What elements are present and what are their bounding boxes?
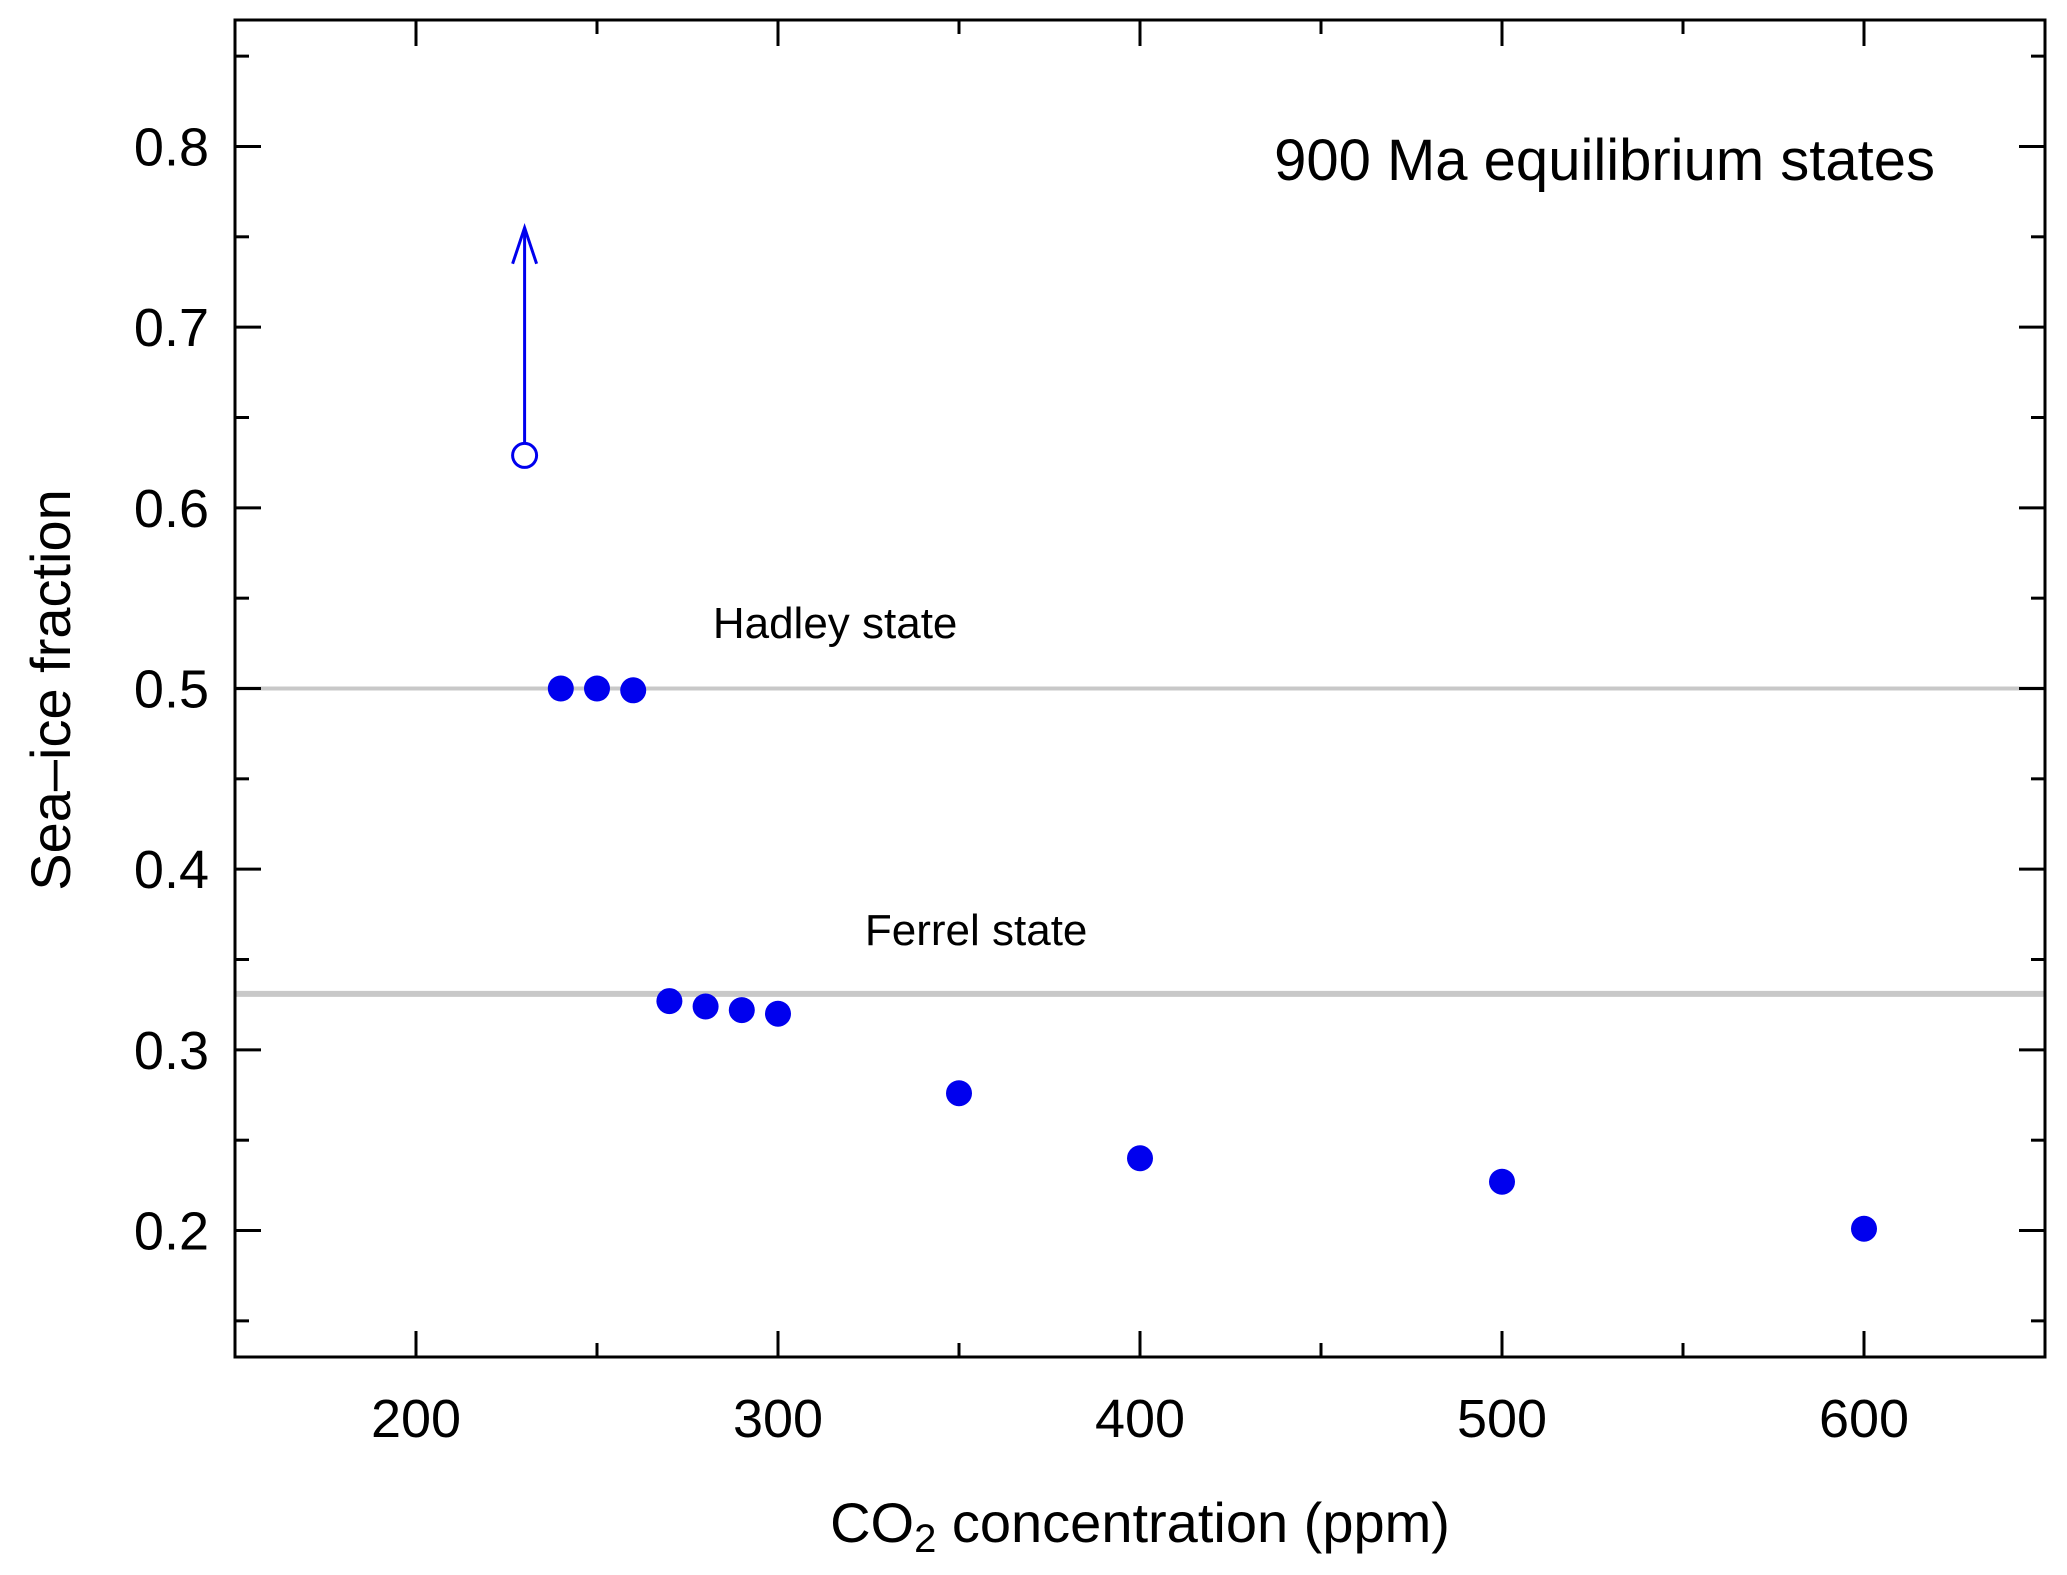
data-point xyxy=(547,675,574,702)
y-tick-label: 0.7 xyxy=(134,298,209,358)
data-points xyxy=(511,223,1877,1242)
x-axis-title: CO2 concentration (ppm) xyxy=(830,1491,1450,1561)
open-data-point xyxy=(511,441,539,469)
data-point xyxy=(1851,1215,1877,1242)
reference-line-labels: Hadley state Ferrel state xyxy=(713,599,1088,955)
data-point xyxy=(1127,1145,1153,1172)
x-tick-label: 200 xyxy=(371,1389,461,1449)
x-tick-labels: 200 300 400 500 600 xyxy=(371,1389,1909,1449)
data-point xyxy=(946,1080,972,1107)
reference-lines xyxy=(235,686,2045,997)
y-tick-label: 0.4 xyxy=(134,840,209,900)
data-point xyxy=(620,677,647,704)
y-tick-label: 0.5 xyxy=(134,660,209,720)
data-point xyxy=(692,993,719,1020)
y-axis-title: Sea–ice fraction xyxy=(19,489,82,891)
reference-line-label-1: Ferrel state xyxy=(865,906,1088,955)
data-point xyxy=(765,1000,791,1027)
x-axis-title-main: CO xyxy=(830,1491,914,1554)
chart-title: 900 Ma equilibrium states xyxy=(1274,128,1935,193)
data-point xyxy=(728,997,755,1024)
reference-line-label-0: Hadley state xyxy=(713,599,958,648)
x-axis-title-subscript: 2 xyxy=(914,1517,936,1561)
x-tick-label: 600 xyxy=(1819,1389,1909,1449)
x-tick-label: 300 xyxy=(733,1389,823,1449)
data-point xyxy=(1489,1168,1515,1195)
y-tick-label: 0.2 xyxy=(134,1202,209,1262)
data-point xyxy=(584,675,610,702)
x-tick-label: 400 xyxy=(1095,1389,1185,1449)
data-point xyxy=(656,988,683,1015)
y-tick-label: 0.3 xyxy=(134,1021,209,1081)
plot-frame xyxy=(233,18,2047,1359)
y-tick-labels: 0.2 0.3 0.4 0.5 0.6 0.7 0.8 xyxy=(134,117,209,1261)
y-tick-label: 0.8 xyxy=(134,117,209,177)
x-tick-label: 500 xyxy=(1457,1389,1547,1449)
up-arrow-head xyxy=(511,223,539,265)
x-axis-title-rest: concentration (ppm) xyxy=(936,1491,1450,1554)
y-tick-label: 0.6 xyxy=(134,479,209,539)
